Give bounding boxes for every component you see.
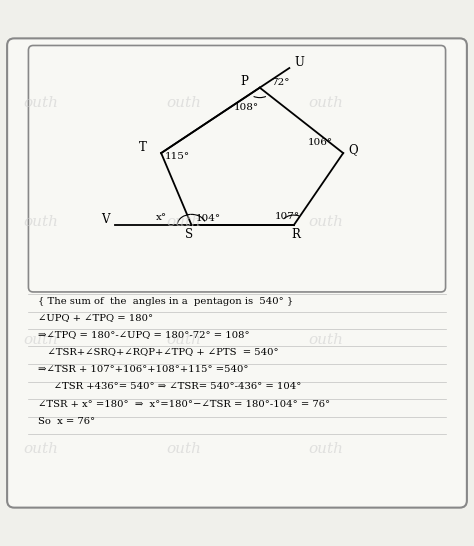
Text: outh: outh bbox=[24, 215, 59, 229]
Text: 106°: 106° bbox=[308, 138, 333, 146]
Text: outh: outh bbox=[166, 96, 201, 110]
Text: 104°: 104° bbox=[195, 214, 220, 223]
Text: outh: outh bbox=[308, 442, 343, 456]
Text: outh: outh bbox=[24, 442, 59, 456]
FancyBboxPatch shape bbox=[7, 38, 467, 508]
Text: { The sum of  the  angles in a  pentagon is  540° }: { The sum of the angles in a pentagon is… bbox=[38, 297, 293, 306]
Text: V: V bbox=[101, 212, 110, 225]
Text: ∠TSR+∠SRQ+∠RQP+∠TPQ + ∠PTS  = 540°: ∠TSR+∠SRQ+∠RQP+∠TPQ + ∠PTS = 540° bbox=[38, 347, 279, 357]
Text: ∠TSR + x° =180°  ⇒  x°=180°−∠TSR = 180°-104° = 76°: ∠TSR + x° =180° ⇒ x°=180°−∠TSR = 180°-10… bbox=[38, 400, 330, 408]
Text: outh: outh bbox=[24, 96, 59, 110]
Text: outh: outh bbox=[166, 333, 201, 347]
Text: outh: outh bbox=[166, 215, 201, 229]
Text: outh: outh bbox=[308, 215, 343, 229]
FancyBboxPatch shape bbox=[28, 45, 446, 292]
Text: 107°: 107° bbox=[275, 212, 300, 221]
Text: R: R bbox=[292, 228, 301, 241]
Text: outh: outh bbox=[166, 442, 201, 456]
Text: outh: outh bbox=[308, 333, 343, 347]
Text: P: P bbox=[240, 75, 248, 88]
Text: S: S bbox=[185, 228, 193, 241]
Text: 108°: 108° bbox=[234, 103, 259, 112]
Text: 115°: 115° bbox=[165, 152, 190, 161]
Text: outh: outh bbox=[24, 333, 59, 347]
Text: ⇒∠TPQ = 180°-∠UPQ = 180°-72° = 108°: ⇒∠TPQ = 180°-∠UPQ = 180°-72° = 108° bbox=[38, 330, 249, 339]
Text: x°: x° bbox=[156, 213, 167, 222]
Text: 72°: 72° bbox=[272, 78, 290, 87]
Text: outh: outh bbox=[308, 96, 343, 110]
Text: U: U bbox=[294, 56, 304, 69]
Text: ∠TSR +436°= 540° ⇒ ∠TSR= 540°-436° = 104°: ∠TSR +436°= 540° ⇒ ∠TSR= 540°-436° = 104… bbox=[38, 382, 301, 391]
Text: So  x = 76°: So x = 76° bbox=[38, 417, 95, 426]
Text: ⇒∠TSR + 107°+106°+108°+115° =540°: ⇒∠TSR + 107°+106°+108°+115° =540° bbox=[38, 365, 248, 373]
Text: T: T bbox=[139, 141, 147, 154]
Text: ∠UPQ + ∠TPQ = 180°: ∠UPQ + ∠TPQ = 180° bbox=[38, 313, 153, 322]
Text: Q: Q bbox=[348, 143, 357, 156]
